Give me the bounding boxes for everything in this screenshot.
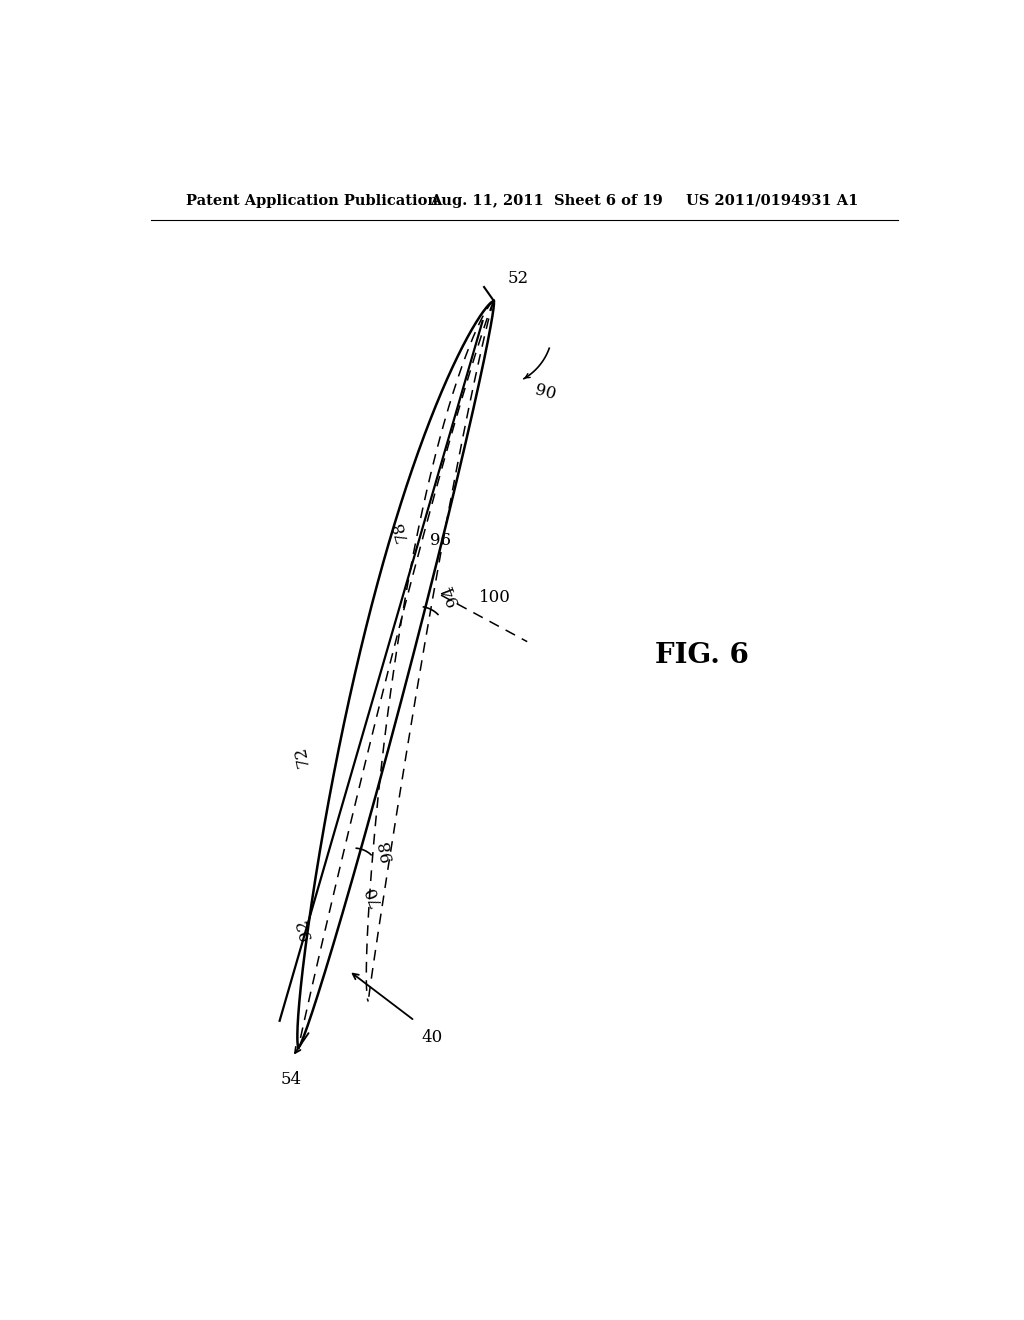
Text: 70: 70 <box>361 882 385 908</box>
Text: 52: 52 <box>508 271 528 286</box>
Text: 72: 72 <box>292 744 312 768</box>
Text: Patent Application Publication: Patent Application Publication <box>186 194 438 207</box>
Text: US 2011/0194931 A1: US 2011/0194931 A1 <box>686 194 858 207</box>
Text: 78: 78 <box>389 519 411 544</box>
Text: 54: 54 <box>281 1071 301 1088</box>
Text: 40: 40 <box>421 1028 442 1045</box>
Text: 98: 98 <box>376 838 397 862</box>
Text: FIG. 6: FIG. 6 <box>655 642 749 668</box>
Text: Aug. 11, 2011  Sheet 6 of 19: Aug. 11, 2011 Sheet 6 of 19 <box>430 194 663 207</box>
Text: 94: 94 <box>439 581 463 607</box>
Text: 96: 96 <box>430 532 451 549</box>
Text: 90: 90 <box>532 381 558 404</box>
Text: 92: 92 <box>294 916 316 941</box>
Text: 100: 100 <box>479 589 511 606</box>
